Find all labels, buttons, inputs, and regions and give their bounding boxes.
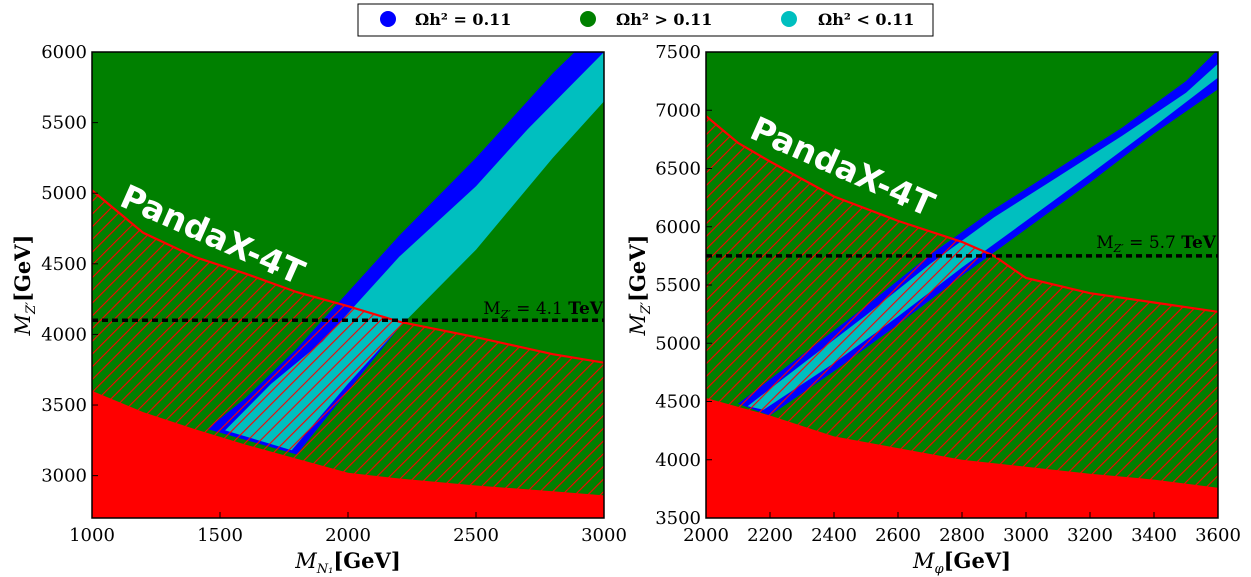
left-y-ticks: 3000 3500 4000 4500 5000 5500 6000 [41, 42, 98, 487]
legend: Ωh² = 0.11 Ωh² > 0.11 Ωh² < 0.11 [357, 3, 934, 37]
left-pandax-excluded-hatch [92, 190, 604, 518]
y-tick-label: 6000 [41, 42, 87, 63]
legend-label-over: Ωh² > 0.11 [616, 10, 712, 29]
right-x-ticks: 2000 2200 2400 2600 2800 3000 3200 3400 3600 [683, 512, 1241, 546]
y-tick-label: 6000 [655, 217, 701, 238]
x-tick-label: 2000 [325, 525, 371, 546]
legend-marker-over [580, 11, 596, 27]
x-tick-label: 3200 [1067, 525, 1113, 546]
left-pandax-limit-curve [92, 189, 604, 364]
y-tick-label: 4500 [655, 392, 701, 413]
y-tick-label: 4000 [655, 450, 701, 471]
x-tick-label: 1000 [69, 525, 115, 546]
y-tick-label: 5500 [41, 113, 87, 134]
y-tick-label: 6500 [655, 159, 701, 180]
legend-frame [357, 3, 934, 37]
x-tick-label: 3600 [1195, 525, 1241, 546]
right-chart-panel: 2000 2200 2400 2600 2800 3000 3200 3400 3600 350… [625, 42, 1241, 577]
x-tick-label: 2200 [747, 525, 793, 546]
x-tick-label: 2600 [875, 525, 921, 546]
left-mass-line-label: MZ′ = 4.1 TeV [483, 299, 604, 321]
x-tick-label: 2400 [811, 525, 857, 546]
y-tick-label: 7000 [655, 100, 701, 121]
legend-marker-exact [380, 11, 396, 27]
x-tick-label: 3400 [1131, 525, 1177, 546]
legend-label-under: Ωh² < 0.11 [818, 10, 914, 29]
x-tick-label: 2800 [939, 525, 985, 546]
right-excluded-region [706, 398, 1218, 518]
x-tick-label: 3000 [581, 525, 627, 546]
right-y-ticks: 3500 4000 4500 5000 5500 6000 6500 7000 7500 [655, 42, 712, 529]
y-tick-label: 3000 [41, 466, 87, 487]
right-pandax-excluded-hatch [706, 116, 1218, 518]
y-tick-label: 5000 [41, 183, 87, 204]
right-mass-line-label: MZ′ = 5.7 TeV [1096, 233, 1217, 255]
y-tick-label: 4500 [41, 254, 87, 275]
left-x-ticks: 1000 1500 2000 2500 3000 [69, 512, 627, 546]
y-tick-label: 3500 [655, 508, 701, 529]
right-x-axis-label: Mφ[GeV] [912, 548, 1011, 577]
x-tick-label: 3000 [1003, 525, 1049, 546]
left-x-axis-label: MN₁[GeV] [294, 548, 401, 577]
legend-marker-under [781, 11, 797, 27]
left-chart-panel: 1000 1500 2000 2500 3000 3000 3500 4000 4500 500… [10, 42, 627, 577]
right-pandax-limit-curve [706, 115, 1218, 313]
y-tick-label: 7500 [655, 42, 701, 63]
y-tick-label: 5000 [655, 333, 701, 354]
y-tick-label: 4000 [41, 324, 87, 345]
legend-label-exact: Ωh² = 0.11 [415, 10, 511, 29]
x-tick-label: 2500 [453, 525, 499, 546]
x-tick-label: 2000 [683, 525, 729, 546]
x-tick-label: 1500 [197, 525, 243, 546]
left-y-axis-label: MZ′[GeV] [10, 235, 39, 337]
left-excluded-region [92, 390, 604, 518]
right-y-axis-label: MZ′[GeV] [625, 235, 654, 337]
y-tick-label: 3500 [41, 395, 87, 416]
y-tick-label: 5500 [655, 275, 701, 296]
